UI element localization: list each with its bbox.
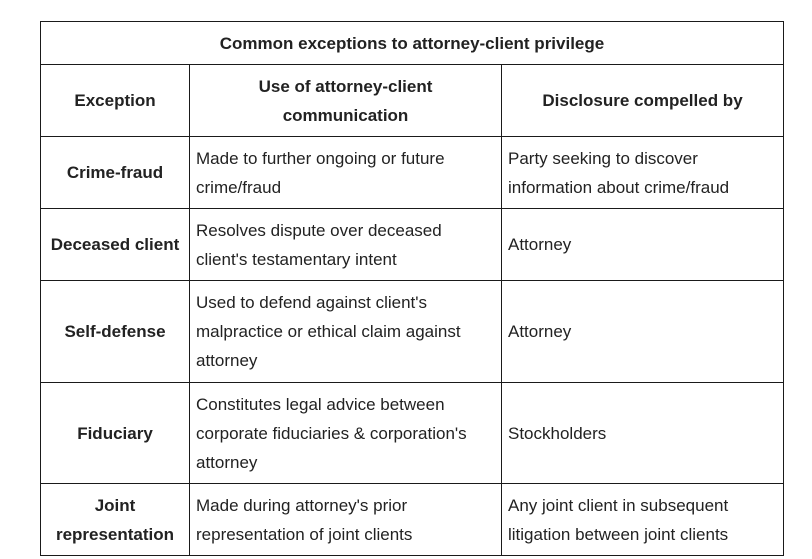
- table-row: Joint representation Made during attorne…: [40, 483, 785, 556]
- header-row: Exception Use of attorney-client communi…: [40, 64, 785, 137]
- title-row: Common exceptions to attorney-client pri…: [39, 21, 785, 65]
- compelled-by-cell: Any joint client in subsequent litigatio…: [500, 483, 785, 556]
- column-header-exception: Exception: [40, 64, 190, 137]
- compelled-by-cell: Stockholders: [500, 382, 785, 484]
- column-header-compelled-by: Disclosure compelled by: [500, 64, 785, 137]
- compelled-by-cell: Party seeking to discover information ab…: [500, 136, 785, 209]
- table-row: Fiduciary Constitutes legal advice betwe…: [40, 382, 785, 484]
- exception-cell: Deceased client: [40, 208, 190, 281]
- table-row: Self-defense Used to defend against clie…: [40, 280, 785, 383]
- use-cell: Made to further ongoing or future crime/…: [189, 136, 502, 209]
- column-header-use: Use of attorney-client communication: [189, 64, 502, 137]
- table-row: Crime-fraud Made to further ongoing or f…: [40, 136, 785, 209]
- privilege-exceptions-table: Common exceptions to attorney-client pri…: [39, 21, 785, 556]
- use-cell: Made during attorney's prior representat…: [189, 483, 502, 556]
- table-title: Common exceptions to attorney-client pri…: [39, 21, 785, 65]
- use-cell: Constitutes legal advice between corpora…: [189, 382, 502, 484]
- exception-cell: Fiduciary: [40, 382, 190, 484]
- exception-cell: Self-defense: [40, 280, 190, 383]
- table-row: Deceased client Resolves dispute over de…: [40, 208, 785, 281]
- use-cell: Used to defend against client's malpract…: [189, 280, 502, 383]
- compelled-by-cell: Attorney: [500, 280, 785, 383]
- use-cell: Resolves dispute over deceased client's …: [189, 208, 502, 281]
- compelled-by-cell: Attorney: [500, 208, 785, 281]
- exception-cell: Crime-fraud: [40, 136, 190, 209]
- exception-cell: Joint representation: [40, 483, 190, 556]
